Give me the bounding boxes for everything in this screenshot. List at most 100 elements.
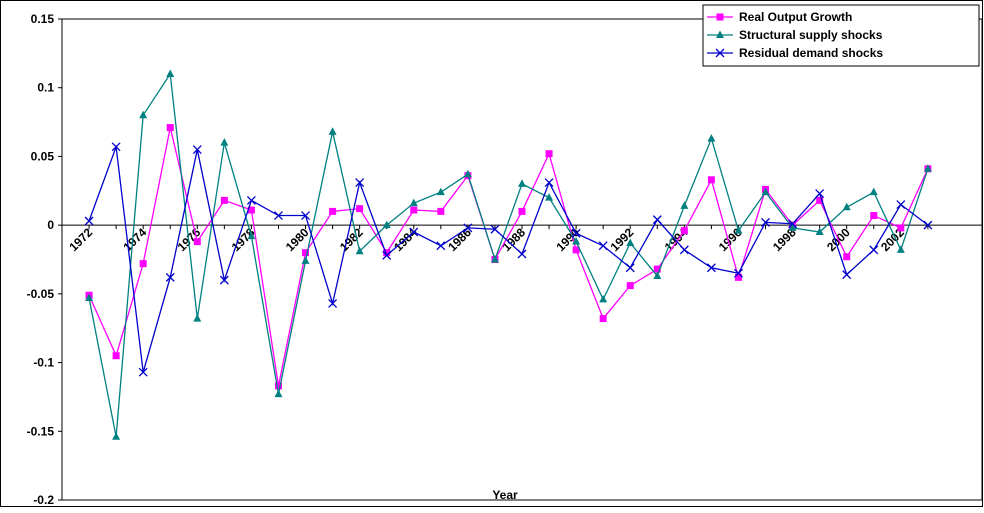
y-tick-label: -0.15 xyxy=(27,424,55,438)
marker xyxy=(302,249,310,257)
marker xyxy=(788,223,797,231)
marker xyxy=(843,253,851,261)
marker xyxy=(193,238,201,246)
legend-label: Residual demand shocks xyxy=(739,46,883,60)
marker xyxy=(572,246,580,254)
marker xyxy=(842,202,851,211)
marker xyxy=(680,201,689,209)
plot-area xyxy=(61,18,983,501)
marker xyxy=(896,245,905,253)
series-line xyxy=(88,127,929,387)
marker xyxy=(410,206,418,214)
marker xyxy=(842,270,852,280)
legend-marker xyxy=(716,30,724,38)
marker xyxy=(274,382,282,390)
marker xyxy=(652,215,662,225)
marker xyxy=(734,268,743,278)
marker xyxy=(436,241,446,251)
legend-label: Structural supply shocks xyxy=(739,28,883,42)
marker xyxy=(112,352,120,360)
marker xyxy=(706,263,716,273)
legend-marker xyxy=(716,13,724,21)
y-tick-label: 0.15 xyxy=(31,12,55,26)
marker xyxy=(490,255,499,263)
marker xyxy=(246,195,256,205)
legend-box xyxy=(702,4,980,67)
marker xyxy=(436,187,445,196)
marker xyxy=(517,249,527,259)
series-line xyxy=(88,146,929,373)
marker xyxy=(923,220,933,230)
marker xyxy=(219,275,229,285)
marker xyxy=(815,227,824,236)
marker xyxy=(869,245,879,255)
marker xyxy=(166,124,174,132)
y-tick-label: 0.1 xyxy=(37,81,54,95)
y-tick-label: -0.2 xyxy=(33,493,54,507)
marker xyxy=(870,212,878,220)
marker xyxy=(869,187,878,196)
marker xyxy=(356,205,364,213)
marker xyxy=(220,138,229,146)
marker xyxy=(193,314,202,322)
marker xyxy=(463,223,473,233)
marker xyxy=(653,265,661,273)
marker xyxy=(166,69,175,77)
marker xyxy=(707,176,715,184)
marker xyxy=(139,110,148,119)
marker xyxy=(518,179,526,187)
y-tick-label: -0.1 xyxy=(33,356,54,370)
series xyxy=(85,69,932,440)
marker xyxy=(85,293,94,301)
marker xyxy=(815,189,825,198)
marker xyxy=(626,282,634,290)
marker xyxy=(625,263,635,273)
marker xyxy=(571,228,581,238)
marker xyxy=(761,187,770,196)
marker xyxy=(192,145,202,155)
marker xyxy=(139,260,147,268)
marker xyxy=(598,241,608,251)
y-tick-label: 0 xyxy=(47,218,54,232)
marker xyxy=(545,150,553,158)
marker xyxy=(165,272,175,282)
marker xyxy=(544,178,554,187)
marker xyxy=(761,217,770,227)
marker xyxy=(301,256,310,264)
marker xyxy=(437,207,445,215)
marker xyxy=(463,169,472,178)
marker xyxy=(112,432,121,440)
marker xyxy=(301,211,310,220)
legend-label: Real Output Growth xyxy=(739,10,852,24)
marker xyxy=(328,127,337,135)
marker xyxy=(355,246,364,255)
series-line xyxy=(88,72,929,437)
marker xyxy=(707,134,716,142)
marker xyxy=(111,142,121,152)
marker xyxy=(383,249,391,257)
marker xyxy=(572,237,581,245)
marker xyxy=(545,193,554,201)
marker xyxy=(247,206,255,214)
marker xyxy=(409,198,418,207)
series xyxy=(85,124,932,390)
marker xyxy=(247,231,256,240)
marker xyxy=(328,299,338,308)
marker xyxy=(788,219,798,229)
marker xyxy=(626,238,635,247)
x-axis-label: Year xyxy=(492,488,518,502)
marker xyxy=(680,227,688,235)
y-tick-label: 0.05 xyxy=(31,149,55,163)
y-tick-label: -0.05 xyxy=(27,287,55,301)
marker xyxy=(382,250,392,260)
marker xyxy=(734,226,743,234)
legend-marker xyxy=(715,48,725,58)
marker xyxy=(84,216,94,226)
marker xyxy=(897,224,905,232)
marker xyxy=(518,207,526,215)
marker xyxy=(679,245,689,255)
marker xyxy=(599,315,607,323)
marker xyxy=(816,196,824,204)
